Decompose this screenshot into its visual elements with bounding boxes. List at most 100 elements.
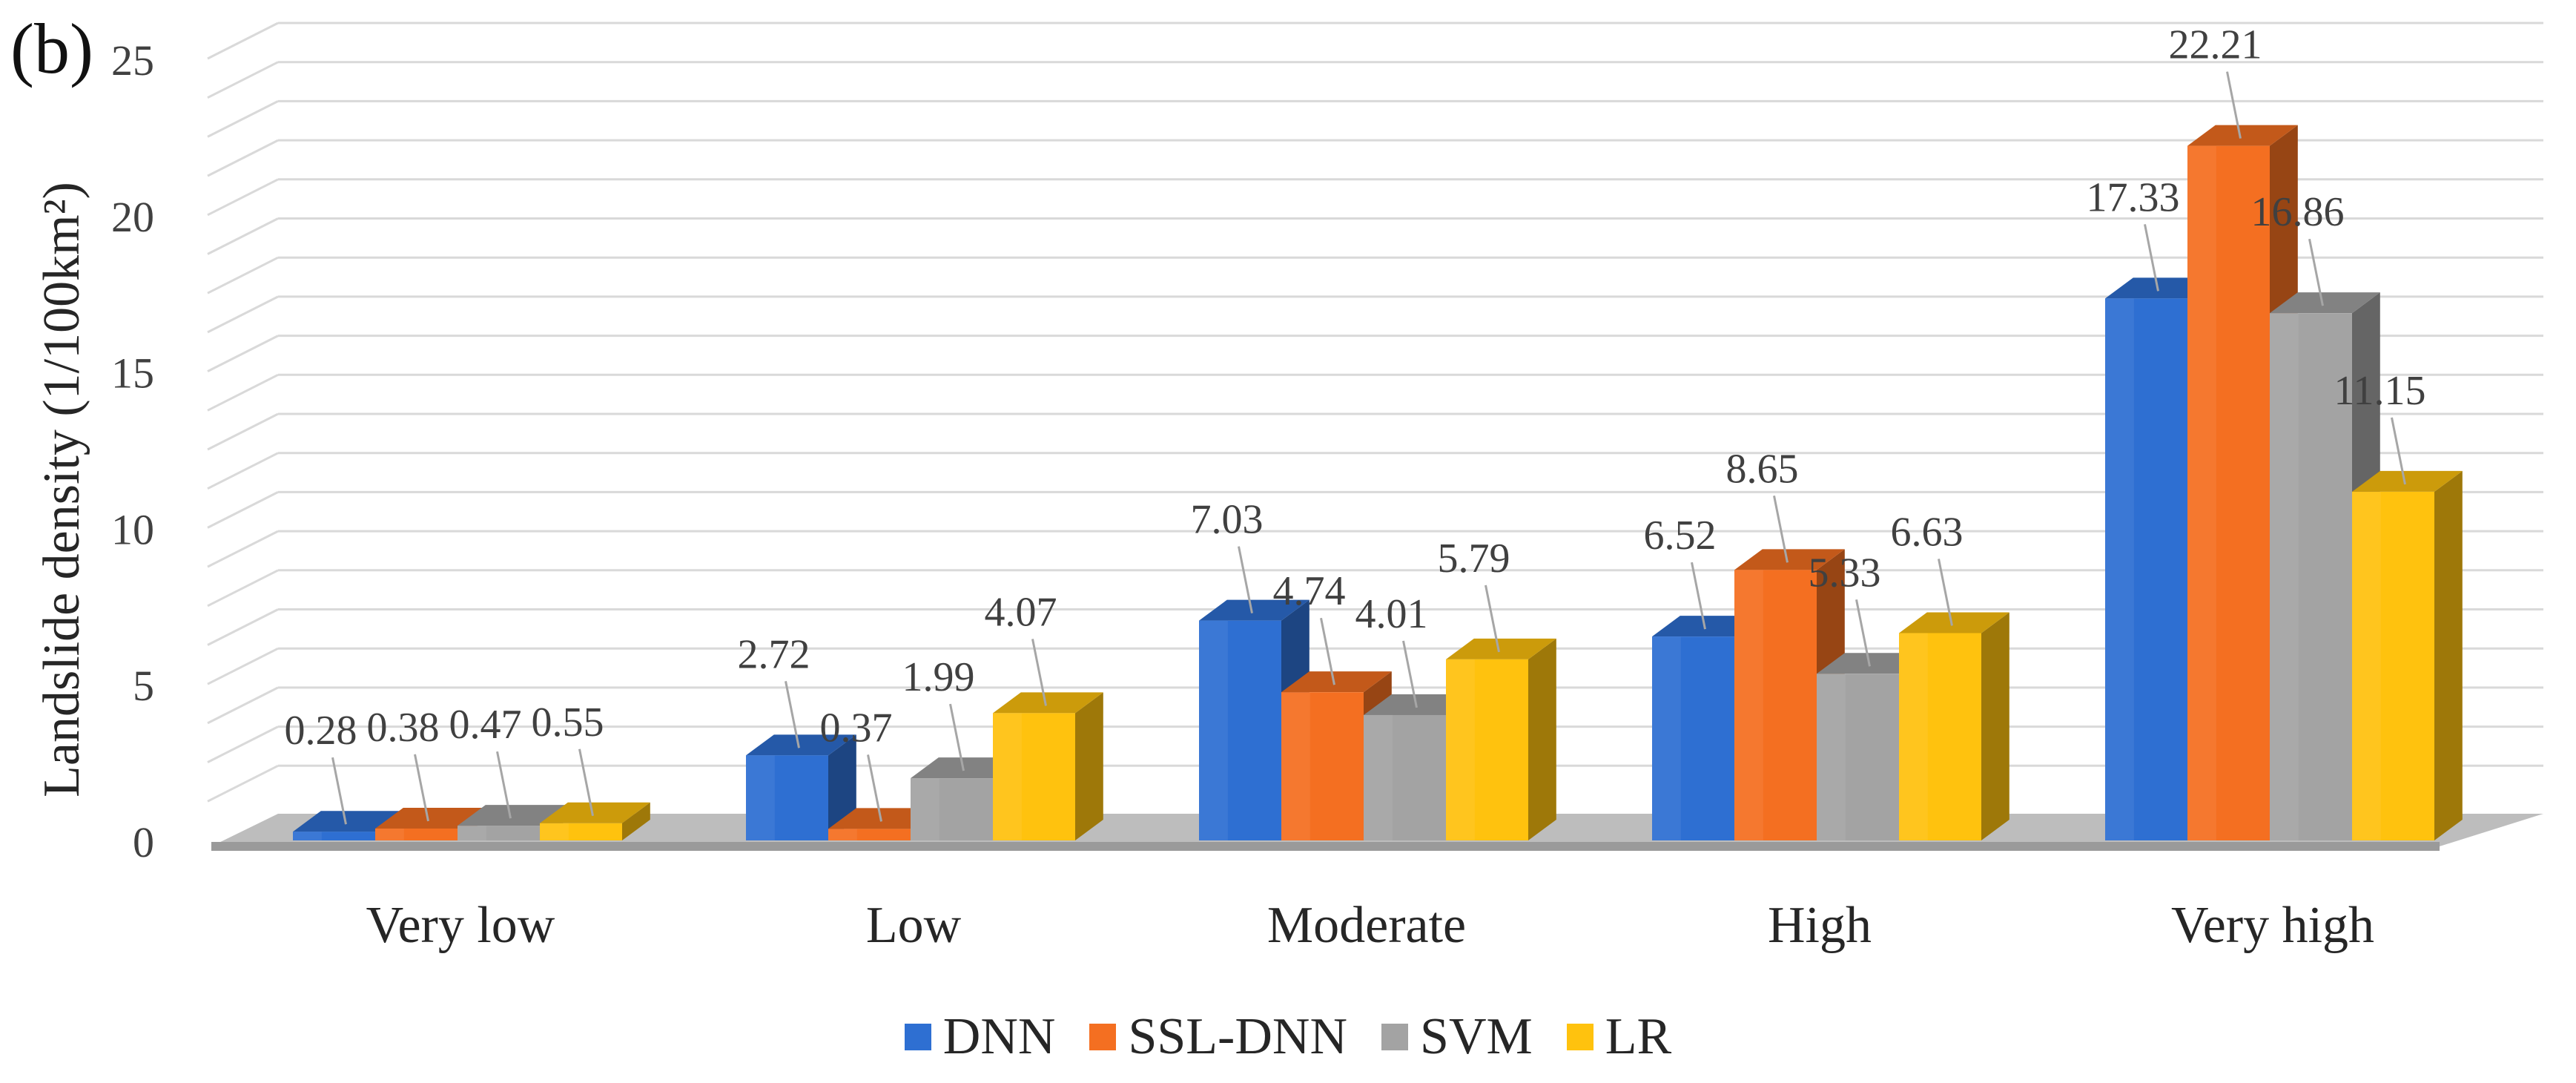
legend-swatch [1381,1024,1409,1050]
bar-highlight [1281,692,1310,840]
bar-dnn-very-low [293,832,375,840]
leader-line [414,754,429,822]
x-tick-label: Very high [2171,897,2374,954]
x-tick-label: Very low [366,897,555,954]
bar-top-dnn-moderate [1199,599,1310,621]
data-label-svm-very-low: 0.47 [449,702,522,748]
bar-side-lr-low [1075,692,1103,840]
side-gridline [207,452,279,490]
data-label-ssl-dnn-very-high: 22.21 [2169,22,2262,68]
bar-highlight [458,826,486,840]
leader-line [867,754,882,822]
legend-item-ssl-dnn: SSL-DNN [1089,1007,1347,1067]
leader-line [1938,559,1953,626]
bar-highlight [1899,633,1928,840]
data-label-ssl-dnn-high: 8.65 [1726,446,1799,492]
legend-label: LR [1605,1008,1672,1065]
y-tick-label: 15 [111,349,154,398]
bar-highlight [1817,674,1846,840]
side-gridline [207,217,279,255]
bar-top-ssl-dnn-high [1734,549,1845,570]
legend-item-lr: LR [1566,1007,1672,1067]
data-label-ssl-dnn-low: 0.37 [820,705,893,751]
legend-swatch [1566,1024,1594,1050]
data-label-dnn-low: 2.72 [738,631,810,677]
leader-line [1402,640,1418,708]
side-gridline [207,61,279,99]
side-gridline [207,608,279,646]
leader-line [1320,617,1335,685]
side-gridline [207,491,279,529]
legend-swatch [904,1024,931,1050]
side-gridline [207,412,279,451]
legend-item-dnn: DNN [904,1007,1056,1067]
data-label-lr-very-low: 0.55 [532,699,604,745]
side-gridline [207,295,279,334]
data-label-dnn-very-high: 17.33 [2087,174,2180,220]
bar-highlight [375,828,404,840]
leader-line [331,757,347,825]
bar-side-lr-moderate [1528,638,1556,840]
side-gridline [207,764,279,803]
bar-highlight [911,778,939,840]
legend-label: SVM [1420,1008,1533,1065]
data-label-svm-very-high: 16.86 [2251,189,2345,235]
side-gridline [207,647,279,685]
bar-top-lr-high [1899,612,2009,633]
bar-top-ssl-dnn-very-low [375,807,486,829]
bar-top-svm-very-low [458,805,568,826]
data-label-dnn-moderate: 7.03 [1191,497,1264,543]
side-gridline [207,335,279,372]
legend-label: DNN [942,1008,1056,1065]
leader-line [2144,224,2159,292]
legend-item-svm: SVM [1381,1007,1533,1067]
leader-line [1855,599,1871,667]
bar-highlight [540,823,569,840]
bar-highlight [2105,298,2134,840]
data-label-svm-high: 5.33 [1809,550,1881,596]
x-tick-label: Moderate [1267,897,1466,954]
leader-line [578,748,594,817]
side-gridline [207,530,279,568]
bar-highlight [828,829,857,840]
bar-highlight [2352,491,2381,840]
leader-line [949,703,965,771]
bar-top-dnn-very-low [293,811,403,832]
bar-top-lr-very-low [540,802,650,823]
bar-highlight [2270,313,2299,841]
side-gridline [207,373,279,412]
bar-highlight [1734,570,1763,840]
bar-highlight [1364,714,1393,840]
bar-top-ssl-dnn-moderate [1281,671,1392,693]
bar-top-svm-very-high [2270,292,2380,314]
bar-side-lr-high [1981,612,2009,840]
legend-label: SSL-DNN [1128,1008,1348,1065]
floor-edge [211,842,2440,851]
y-tick-label: 25 [111,36,154,85]
bar-highlight [1652,636,1681,840]
side-gridline [207,139,279,177]
bar-side-lr-very-low [622,802,650,840]
y-tick-label: 20 [111,193,154,241]
side-gridline [207,100,279,138]
bar-top-lr-low [993,692,1103,714]
x-tick-label: High [1768,897,1872,954]
y-tick-label: 0 [133,818,154,866]
legend-swatch [1089,1024,1117,1050]
y-tick-label: 10 [111,505,154,553]
bar-highlight [2187,145,2216,840]
leader-line [1691,562,1706,630]
side-gridline [207,256,279,294]
leader-line [1484,585,1500,653]
leader-line [2308,238,2324,306]
data-label-ssl-dnn-very-low: 0.38 [367,705,440,751]
x-tick-label: Low [866,897,962,954]
bar-top-lr-very-high [2352,470,2463,492]
legend: DNN SSL-DNN SVM LR [0,1007,2576,1067]
leader-line [785,681,800,748]
bar-side-lr-very-high [2434,470,2463,840]
data-label-svm-low: 1.99 [902,654,975,700]
y-tick-label: 5 [133,662,154,710]
leader-line [1773,496,1789,563]
